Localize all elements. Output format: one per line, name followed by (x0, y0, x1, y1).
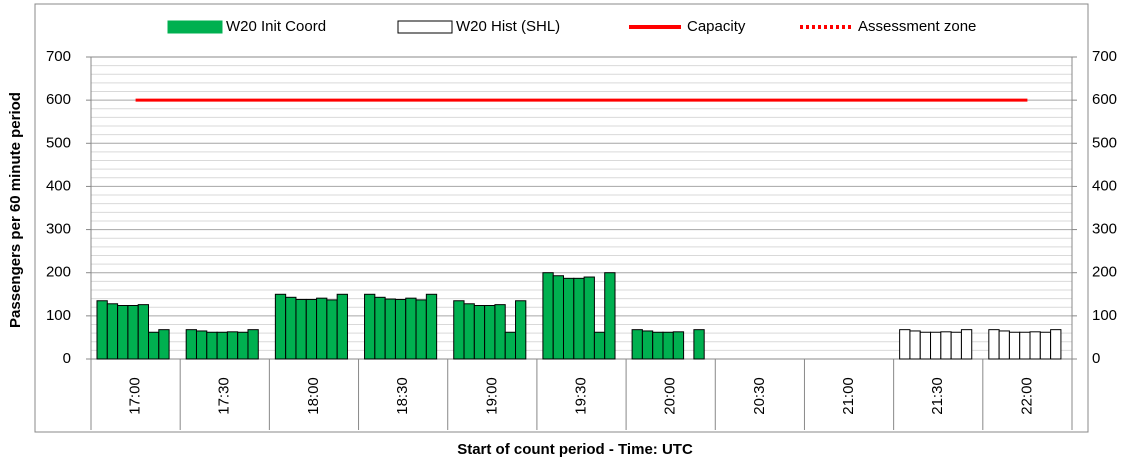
x-axis-title: Start of count period - Time: UTC (457, 441, 693, 458)
x-tick-label: 18:00 (305, 377, 322, 415)
bar (305, 298, 318, 360)
bar (473, 305, 486, 360)
y-tick-label: 200 (46, 264, 71, 281)
bar (237, 331, 249, 360)
bar (285, 296, 297, 360)
legend-label: Capacity (687, 18, 746, 35)
y2-tick-label: 400 (1092, 177, 1117, 194)
x-tick-label: 21:30 (929, 377, 946, 415)
bar (405, 297, 417, 360)
bar (1029, 331, 1041, 360)
y-tick-label: 300 (46, 221, 71, 238)
bar (662, 331, 674, 360)
bar (415, 299, 427, 360)
bar (515, 300, 527, 360)
bar (96, 300, 108, 360)
bar (604, 272, 616, 360)
y-tick-label: 500 (46, 134, 71, 151)
x-tick-label: 21:00 (840, 377, 857, 415)
y-tick-label: 700 (46, 48, 71, 65)
y-tick-label: 0 (63, 350, 71, 367)
bar (494, 304, 506, 360)
y2-tick-label: 300 (1092, 221, 1117, 238)
x-tick-label: 17:00 (127, 377, 144, 415)
bar (185, 329, 197, 360)
bar (950, 331, 962, 360)
y2-tick-label: 100 (1092, 307, 1117, 324)
y2-tick-label: 600 (1092, 91, 1117, 108)
bar (652, 331, 664, 360)
x-tick-label: 20:00 (662, 377, 679, 415)
y2-tick-label: 0 (1092, 350, 1100, 367)
y2-tick-label: 500 (1092, 134, 1117, 151)
legend-label: W20 Hist (SHL) (456, 18, 560, 35)
bar (425, 293, 438, 360)
bar (988, 329, 1000, 360)
bar (899, 329, 911, 360)
legend-swatch (397, 20, 453, 34)
bar (374, 296, 386, 360)
bar (998, 330, 1010, 360)
y2-tick-label: 200 (1092, 264, 1117, 281)
bar (137, 304, 149, 360)
bar (552, 275, 565, 360)
bar (326, 299, 338, 360)
chart-frame (34, 3, 1089, 433)
x-tick-label: 18:30 (394, 377, 411, 415)
legend-label: W20 Init Coord (226, 18, 326, 35)
bar (463, 303, 475, 360)
bar (583, 276, 595, 360)
legend-swatch (167, 20, 223, 34)
bar (504, 331, 517, 360)
bar (274, 293, 287, 360)
bar (117, 305, 129, 360)
bar (1019, 331, 1031, 360)
bar (195, 330, 208, 360)
bar (1039, 331, 1052, 360)
bar (336, 293, 348, 360)
bar (484, 305, 496, 360)
bar (106, 303, 119, 360)
bar (295, 298, 307, 360)
bar (394, 298, 407, 360)
bar (206, 331, 218, 360)
x-tick-label: 19:00 (483, 377, 500, 415)
x-tick-label: 17:30 (216, 377, 233, 415)
bar (672, 331, 685, 360)
bar (919, 331, 932, 360)
bar (593, 331, 606, 360)
bar (1050, 329, 1062, 360)
bar (960, 329, 973, 360)
y-tick-label: 100 (46, 307, 71, 324)
bar (216, 331, 228, 360)
bar (631, 329, 643, 360)
bar (316, 297, 328, 360)
y-tick-label: 400 (46, 177, 71, 194)
bar (542, 272, 554, 360)
bar (693, 329, 705, 360)
bar (226, 331, 239, 360)
bar (148, 331, 160, 360)
x-tick-label: 19:30 (572, 377, 589, 415)
bar (364, 293, 376, 360)
bar (247, 329, 259, 360)
bar (940, 331, 952, 360)
y-axis-title: Passengers per 60 minute period (7, 92, 24, 328)
bar (563, 277, 575, 360)
bar (1008, 331, 1021, 360)
bar (453, 300, 465, 360)
bar (127, 305, 139, 360)
bar (909, 330, 921, 360)
bar (930, 331, 942, 360)
bar (641, 330, 654, 360)
x-tick-label: 20:30 (751, 377, 768, 415)
bar (573, 277, 585, 360)
legend-label: Assessment zone (858, 18, 976, 35)
bar (158, 329, 170, 360)
y-tick-label: 600 (46, 91, 71, 108)
y2-tick-label: 700 (1092, 48, 1117, 65)
bar (384, 298, 396, 360)
x-tick-label: 22:00 (1018, 377, 1035, 415)
